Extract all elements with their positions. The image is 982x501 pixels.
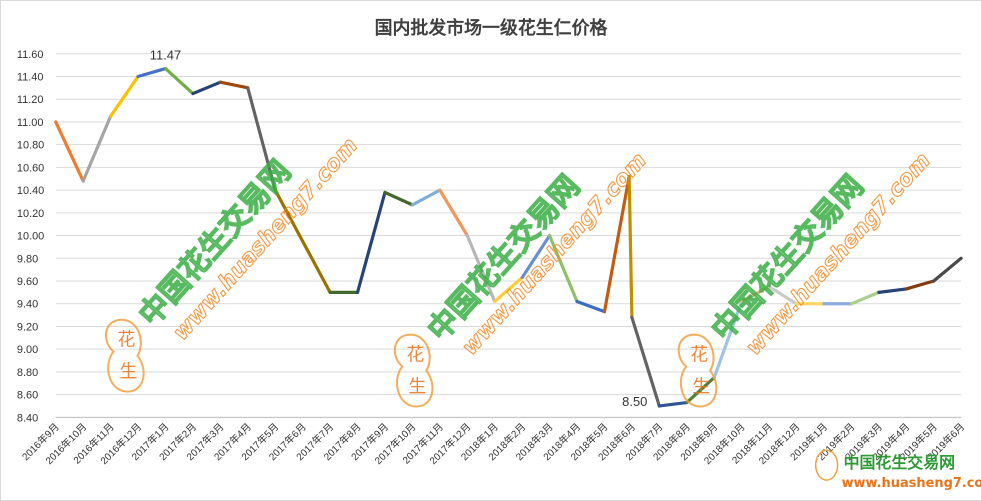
line-segment — [877, 287, 908, 294]
line-segment — [740, 285, 771, 304]
line-segment — [410, 188, 442, 207]
y-tick-label: 8.60 — [17, 390, 38, 402]
logo-name: 中国花生交易网 — [844, 453, 955, 472]
logo-seal-icon — [814, 449, 839, 481]
y-tick-label: 10.80 — [17, 140, 44, 152]
y-tick-label: 10.20 — [17, 208, 44, 220]
y-tick-label: 11.60 — [17, 49, 44, 61]
line-segment — [602, 174, 631, 314]
line-segment — [465, 233, 497, 304]
line-segment — [273, 188, 305, 243]
line-segment — [438, 188, 469, 238]
line-segment — [849, 290, 881, 306]
data-label: 11.47 — [150, 48, 181, 63]
y-tick-label: 11.00 — [17, 117, 44, 129]
line-segment — [932, 256, 963, 283]
data-label: 8.50 — [622, 394, 647, 409]
line-segment — [630, 315, 661, 408]
line-segment — [547, 233, 579, 304]
y-tick-label: 11.20 — [17, 94, 44, 106]
y-tick-label: 11.40 — [17, 71, 44, 83]
y-tick-label: 10.60 — [17, 162, 44, 174]
seal-char: 生 — [692, 376, 710, 397]
x-axis-ticks: 2016年9月2016年10月2016年11月2016年12月2017年1月20… — [19, 420, 967, 467]
line-segment — [246, 86, 277, 192]
logo-url: www.huasheng7.com — [842, 476, 982, 491]
line-segment — [685, 375, 716, 405]
line-segment — [54, 120, 85, 183]
site-logo: 中国花生交易网 www.huasheng7.com — [814, 449, 982, 491]
peanut-outline — [393, 333, 434, 408]
line-segment — [218, 80, 250, 90]
seal-char: 花 — [690, 345, 708, 366]
line-segment — [520, 233, 552, 280]
price-series — [54, 66, 963, 408]
seal-char: 生 — [408, 376, 426, 397]
line-segment — [383, 190, 414, 207]
line-segment — [493, 276, 524, 304]
watermark-layer: 中国花生交易网www.huasheng7.com花生中国花生交易网www.hua… — [105, 133, 936, 408]
y-tick-label: 9.40 — [17, 299, 38, 311]
line-segment — [767, 285, 799, 306]
line-segment — [712, 299, 744, 380]
line-segment — [136, 66, 168, 79]
seal-char: 生 — [119, 361, 137, 382]
peanut-seal-icon: 花生 — [393, 333, 434, 408]
line-segment — [109, 74, 140, 118]
y-tick-label: 9.00 — [17, 344, 38, 356]
line-segment — [575, 299, 607, 314]
line-segment — [355, 190, 387, 294]
peanut-seal-icon: 花生 — [677, 333, 718, 408]
seal-char: 花 — [117, 330, 135, 351]
grid-lines — [55, 53, 962, 418]
y-axis-ticks: 11.60 11.40 11.20 11.00 10.80 10.60 10.40 10.20… — [17, 49, 44, 425]
y-tick-label: 8.40 — [17, 412, 38, 424]
line-segment — [191, 80, 222, 96]
y-tick-label: 8.80 — [17, 367, 38, 379]
chart-title: 国内批发市场一级花生仁价格 — [375, 17, 609, 39]
y-tick-label: 10.40 — [17, 185, 44, 197]
line-segment — [657, 400, 689, 408]
line-segment — [81, 114, 113, 183]
y-tick-label: 9.80 — [17, 253, 38, 265]
line-segment — [163, 66, 195, 96]
line-segment — [627, 174, 634, 319]
y-tick-label: 9.20 — [17, 321, 38, 333]
line-segment — [904, 279, 936, 291]
y-tick-label: 10.00 — [17, 231, 44, 243]
peanut-outline — [677, 333, 718, 408]
seal-char: 花 — [406, 345, 424, 366]
peanut-outline — [105, 318, 145, 393]
line-segment — [301, 239, 332, 294]
data-labels: 11.47 8.50 — [150, 48, 648, 409]
peanut-seal-icon: 花生 — [105, 318, 145, 393]
y-tick-label: 9.60 — [17, 276, 38, 288]
